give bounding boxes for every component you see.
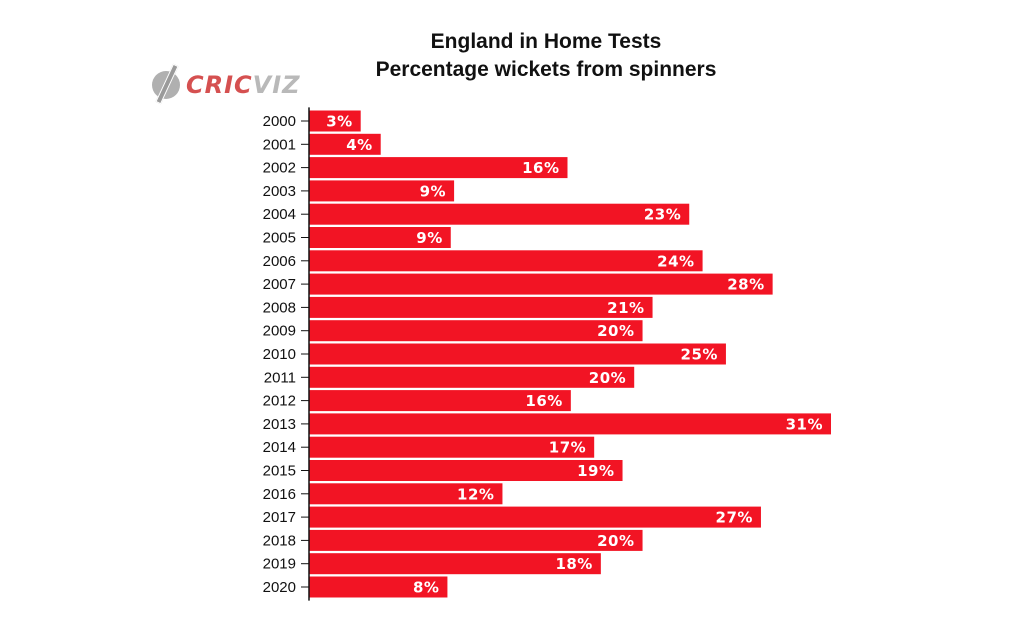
bar-2017 [309, 506, 761, 528]
bar-2000 [309, 110, 361, 132]
bar-value-label-2006: 24% [657, 252, 694, 270]
y-tick-label-2008: 2008 [263, 299, 296, 316]
bar-2018 [309, 529, 643, 551]
bar-2008 [309, 296, 653, 318]
bar-2012 [309, 390, 571, 412]
bar-value-label-2011: 20% [589, 369, 626, 387]
bar-2002 [309, 157, 568, 179]
bar-value-label-2013: 31% [786, 415, 823, 433]
bar-2016 [309, 483, 503, 505]
y-tick-label-2011: 2011 [264, 369, 296, 386]
bar-value-label-2019: 18% [555, 555, 592, 573]
bar-2013 [309, 413, 831, 435]
y-tick-label-2016: 2016 [263, 486, 296, 503]
y-tick-label-2017: 2017 [263, 509, 296, 526]
logo-text-cric: CRIC [186, 71, 253, 99]
bar-2007 [309, 273, 773, 295]
y-tick-label-2018: 2018 [263, 532, 296, 549]
bar-value-label-2016: 12% [457, 485, 494, 503]
bar-value-label-2000: 3% [326, 113, 352, 131]
bar-value-label-2020: 8% [413, 579, 439, 597]
bar-2005 [309, 227, 451, 248]
bar-value-label-2005: 9% [416, 229, 442, 247]
chart-subtitle: Percentage wickets from spinners [375, 58, 717, 81]
y-tick-label-2015: 2015 [263, 463, 296, 480]
cricviz-logo: CRICVIZ [152, 60, 302, 110]
y-tick-label-2005: 2005 [263, 230, 296, 247]
bar-value-label-2014: 17% [549, 439, 586, 457]
bar-value-label-2017: 27% [716, 509, 753, 527]
bar-value-label-2008: 21% [607, 299, 644, 317]
bar-value-label-2002: 16% [522, 159, 559, 177]
bar-value-label-2003: 9% [420, 182, 446, 200]
y-tick-label-2006: 2006 [263, 253, 296, 270]
y-tick-label-2004: 2004 [263, 206, 296, 223]
bar-value-label-2018: 20% [597, 532, 634, 550]
bar-2019 [309, 553, 601, 575]
bar-value-label-2009: 20% [597, 322, 634, 340]
y-tick-label-2000: 2000 [263, 113, 296, 130]
y-tick-label-2002: 2002 [263, 160, 296, 177]
bar-value-label-2004: 23% [644, 206, 681, 224]
y-tick-label-2014: 2014 [263, 439, 296, 456]
bar-value-label-2001: 4% [346, 136, 372, 154]
bar-2006 [309, 250, 703, 272]
y-tick-label-2010: 2010 [263, 346, 296, 363]
y-tick-label-2001: 2001 [263, 136, 296, 153]
y-tick-label-2019: 2019 [263, 556, 296, 573]
y-tick-label-2003: 2003 [263, 183, 296, 200]
bar-value-label-2012: 16% [525, 392, 562, 410]
bar-2014 [309, 436, 595, 458]
bar-value-label-2015: 19% [577, 462, 614, 480]
bar-2010 [309, 343, 726, 365]
bar-value-label-2010: 25% [681, 346, 718, 364]
bar-2004 [309, 203, 690, 225]
y-tick-label-2009: 2009 [263, 323, 296, 340]
bar-2020 [309, 576, 448, 598]
bar-2009 [309, 320, 643, 342]
bar-2003 [309, 180, 455, 202]
bar-value-label-2007: 28% [727, 276, 764, 294]
y-tick-label-2020: 2020 [263, 579, 296, 596]
y-tick-label-2007: 2007 [263, 276, 296, 293]
bar-2015 [309, 460, 623, 481]
bar-2011 [309, 366, 635, 388]
chart-title: England in Home Tests Percentage wickets… [0, 28, 1024, 84]
logo-text: CRICVIZ [186, 71, 301, 99]
bar-2001 [309, 133, 381, 155]
logo-text-viz: VIZ [252, 71, 301, 99]
y-tick-label-2013: 2013 [263, 416, 296, 433]
chart-title-line1: England in Home Tests [430, 30, 662, 53]
cricket-ball-icon [152, 71, 180, 99]
y-tick-label-2012: 2012 [263, 393, 296, 410]
